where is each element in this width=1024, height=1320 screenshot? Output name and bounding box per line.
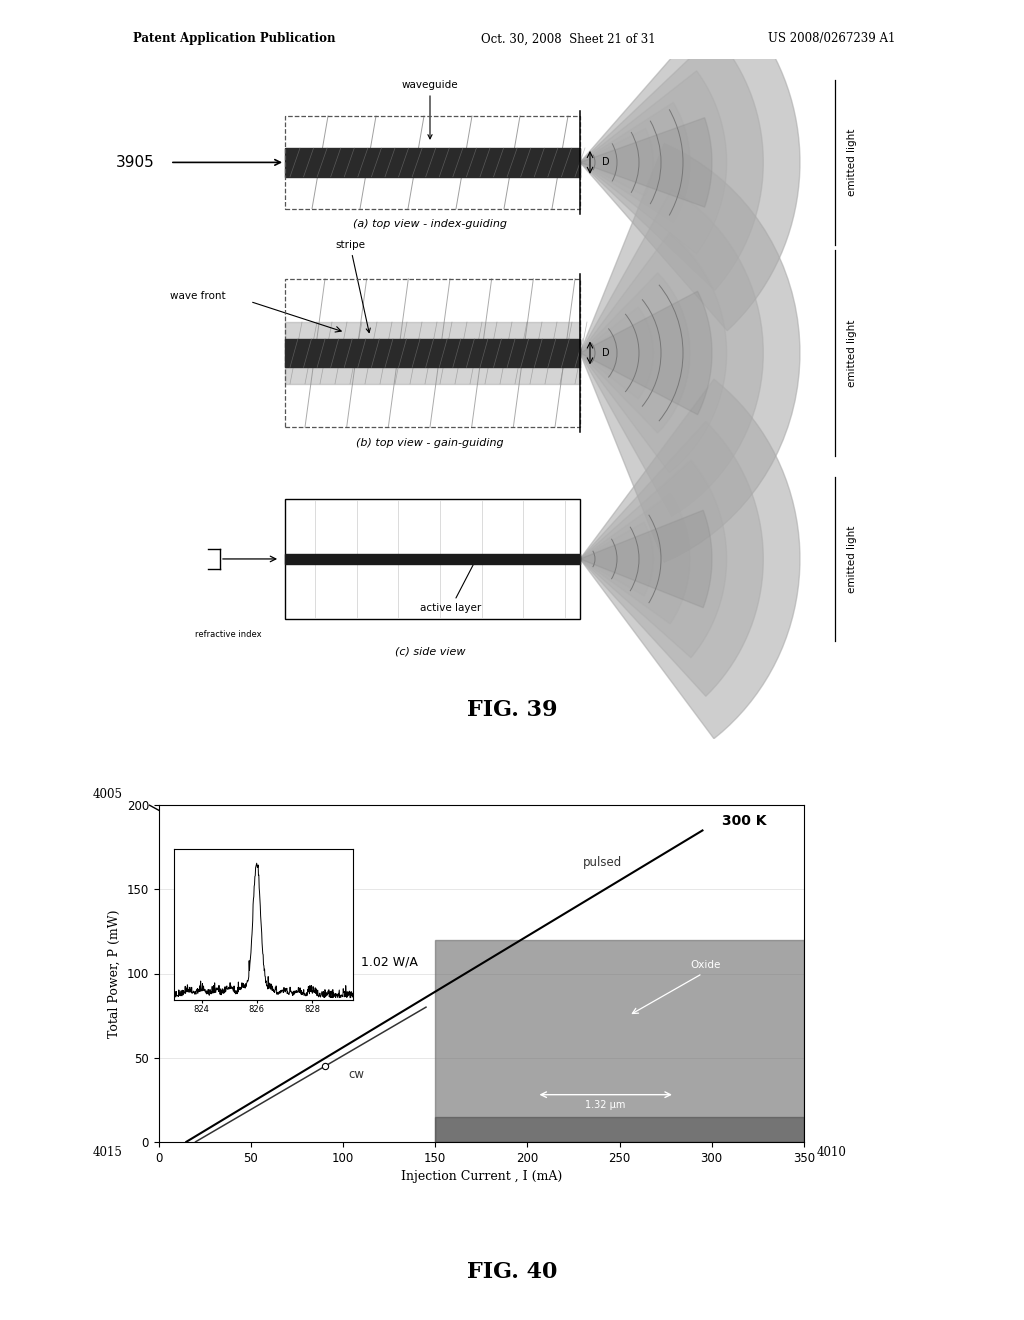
Polygon shape: [580, 34, 763, 290]
Polygon shape: [580, 103, 690, 223]
Polygon shape: [580, 71, 727, 253]
Bar: [285, 499, 580, 619]
Text: emitted light: emitted light: [847, 129, 857, 197]
Text: (c) side view: (c) side view: [394, 647, 465, 657]
Text: 1.32 μm: 1.32 μm: [585, 1100, 625, 1110]
Text: FIG. 39: FIG. 39: [467, 698, 557, 721]
Text: (b) top view - gain-guiding: (b) top view - gain-guiding: [356, 438, 504, 447]
Polygon shape: [580, 234, 727, 473]
Text: pulsed: pulsed: [583, 855, 622, 869]
Text: Patent Application Publication: Patent Application Publication: [133, 32, 336, 45]
Polygon shape: [580, 461, 727, 657]
Text: emitted light: emitted light: [847, 525, 857, 593]
Text: D: D: [602, 157, 609, 168]
Polygon shape: [580, 189, 763, 516]
Text: stripe: stripe: [335, 240, 371, 333]
Polygon shape: [580, 292, 712, 414]
Polygon shape: [580, 334, 616, 372]
Text: (a) top view - index-guiding: (a) top view - index-guiding: [353, 219, 507, 230]
Bar: [285, 116, 580, 209]
Text: US 2008/0267239 A1: US 2008/0267239 A1: [768, 32, 895, 45]
Text: 4005: 4005: [93, 788, 123, 801]
Text: FIG. 40: FIG. 40: [467, 1261, 557, 1283]
Text: refractive index: refractive index: [195, 630, 261, 639]
Text: 1.02 W/A: 1.02 W/A: [361, 956, 419, 968]
Polygon shape: [580, 117, 712, 207]
Bar: [285, 322, 580, 384]
Text: wave front: wave front: [170, 292, 225, 301]
Text: Oxide: Oxide: [690, 960, 721, 970]
Polygon shape: [580, 128, 653, 197]
Text: 4010: 4010: [816, 1146, 846, 1159]
Text: waveguide: waveguide: [401, 81, 459, 139]
Bar: [285, 279, 580, 428]
Text: Oct. 30, 2008  Sheet 21 of 31: Oct. 30, 2008 Sheet 21 of 31: [481, 32, 656, 45]
Bar: [285, 338, 580, 367]
Polygon shape: [580, 544, 616, 574]
Polygon shape: [580, 149, 616, 176]
Polygon shape: [580, 273, 690, 433]
Bar: [435, 1117, 804, 1142]
Polygon shape: [580, 511, 712, 607]
Y-axis label: Total Power, P (mW): Total Power, P (mW): [109, 909, 121, 1038]
Polygon shape: [580, 494, 690, 624]
X-axis label: Injection Current , I (mA): Injection Current , I (mA): [400, 1170, 562, 1183]
Polygon shape: [580, 144, 800, 562]
Text: emitted light: emitted light: [847, 319, 857, 387]
Text: cw: cw: [348, 1068, 365, 1081]
Text: D: D: [602, 348, 609, 358]
Text: 4015: 4015: [93, 1146, 123, 1159]
Text: active layer: active layer: [420, 556, 481, 614]
Polygon shape: [580, 0, 800, 331]
Polygon shape: [580, 379, 800, 739]
Polygon shape: [580, 308, 653, 399]
Bar: [285, 554, 580, 564]
Bar: [435, 940, 804, 1142]
Text: 300 K: 300 K: [723, 813, 767, 828]
Polygon shape: [580, 421, 763, 697]
Text: 3905: 3905: [117, 154, 155, 170]
Polygon shape: [580, 523, 653, 595]
Bar: [285, 148, 580, 177]
